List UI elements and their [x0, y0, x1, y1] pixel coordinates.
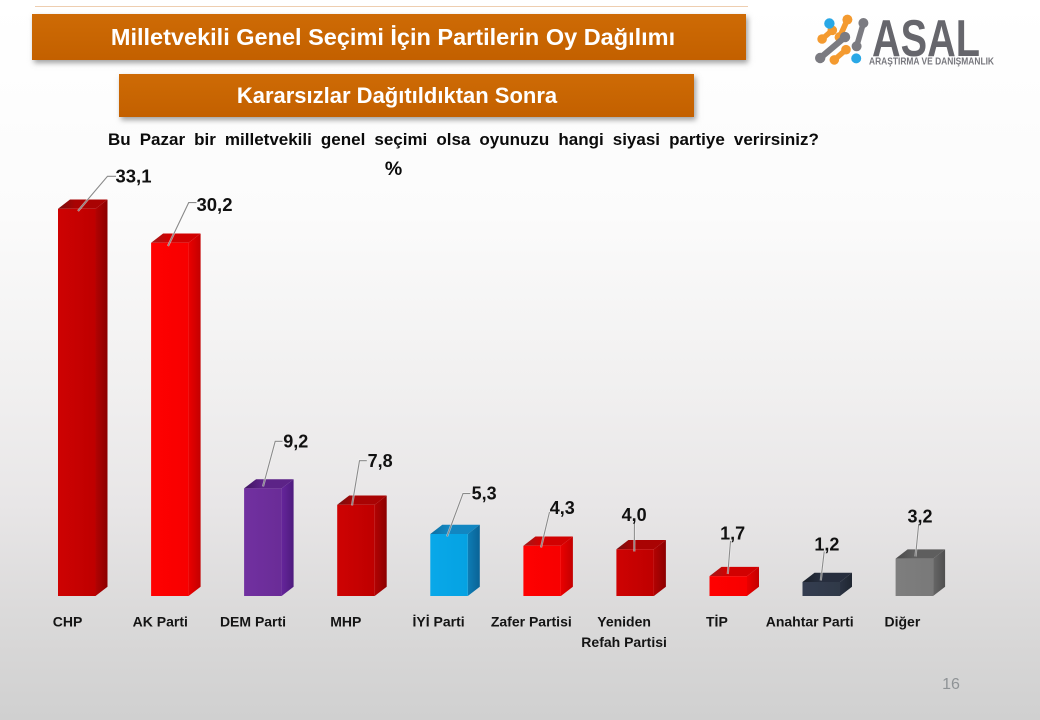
svg-text:Diğer: Diğer	[885, 614, 921, 630]
svg-text:4,0: 4,0	[622, 505, 647, 525]
svg-text:CHP: CHP	[53, 614, 83, 630]
svg-text:1,2: 1,2	[814, 534, 839, 554]
svg-text:MHP: MHP	[330, 614, 361, 630]
svg-text:1,7: 1,7	[720, 523, 745, 543]
svg-text:3,2: 3,2	[907, 507, 932, 527]
svg-text:ASAL: ASAL	[872, 10, 980, 68]
svg-text:ARAŞTIRMA VE DANIŞMANLIK: ARAŞTIRMA VE DANIŞMANLIK	[869, 57, 995, 68]
svg-text:DEM Parti: DEM Parti	[220, 614, 286, 630]
svg-text:33,1: 33,1	[115, 166, 151, 187]
svg-text:Anahtar Parti: Anahtar Parti	[766, 614, 854, 630]
svg-text:Refah Partisi: Refah Partisi	[581, 634, 667, 650]
svg-text:TİP: TİP	[706, 614, 728, 630]
svg-text:30,2: 30,2	[196, 194, 232, 215]
svg-text:9,2: 9,2	[283, 431, 308, 451]
svg-text:İYİ Parti: İYİ Parti	[413, 614, 465, 630]
svg-text:AK Parti: AK Parti	[133, 614, 188, 630]
svg-text:Yeniden: Yeniden	[597, 614, 651, 630]
svg-text:4,3: 4,3	[550, 498, 575, 518]
svg-text:7,8: 7,8	[368, 451, 393, 471]
svg-text:Zafer Partisi: Zafer Partisi	[491, 614, 572, 630]
svg-text:5,3: 5,3	[472, 484, 497, 504]
